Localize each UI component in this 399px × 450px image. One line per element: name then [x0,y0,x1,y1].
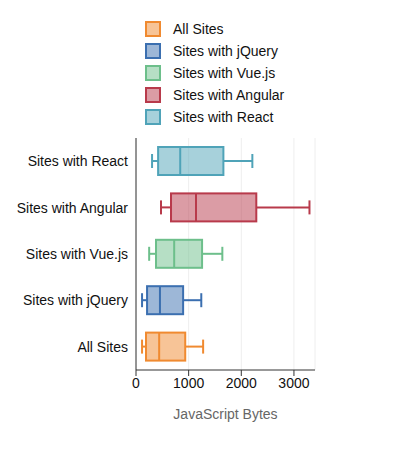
svg-text:Sites with React: Sites with React [28,153,128,169]
svg-text:1000: 1000 [173,375,204,391]
html-text:Sites with React: Sites with React [173,109,274,125]
html-text:Sites with Vue.js: Sites with Vue.js [173,65,276,81]
svg-text:3000: 3000 [278,375,309,391]
svg-text:JavaScript Bytes: JavaScript Bytes [173,406,277,422]
svg-text:Sites with Angular: Sites with Angular [17,200,129,216]
svg-text:All Sites: All Sites [77,339,128,355]
svg-text:Sites with jQuery: Sites with jQuery [23,292,128,308]
svg-text:Sites with Vue.js: Sites with Vue.js [26,246,128,262]
svg-text:2000: 2000 [226,375,257,391]
html-text:Sites with Angular: Sites with Angular [173,87,285,103]
svg-text:0: 0 [132,375,140,391]
html-text:All Sites: All Sites [173,21,224,37]
html-text:Sites with jQuery: Sites with jQuery [173,43,278,59]
